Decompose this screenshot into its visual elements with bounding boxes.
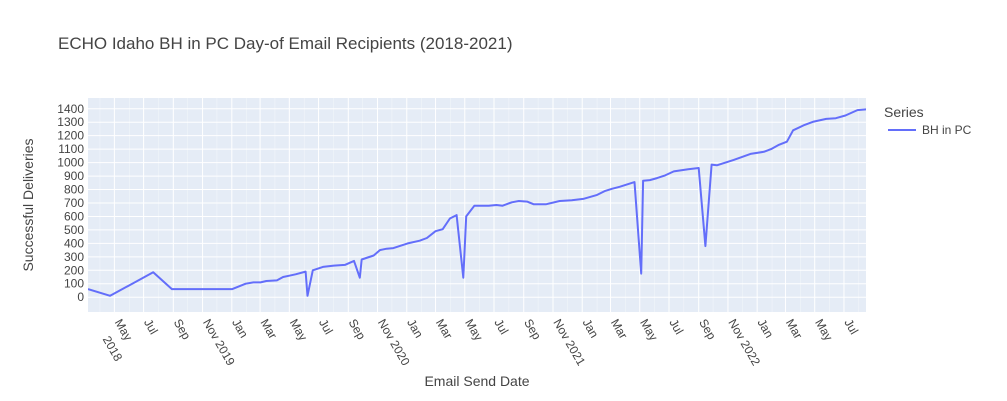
x-tick-label: Mar (783, 317, 805, 342)
y-tick-label: 1100 (58, 142, 84, 156)
y-tick-label: 0 (77, 290, 84, 304)
gridlines (88, 98, 866, 312)
x-tick-label: Jul (841, 317, 861, 337)
y-tick-label: 1200 (57, 129, 84, 143)
x-tick-label: May (812, 317, 835, 344)
y-tick-label: 400 (64, 236, 84, 250)
series-line (88, 108, 866, 297)
y-tick-label: 100 (64, 277, 84, 291)
y-tick-label: 600 (64, 209, 84, 223)
series-lines (88, 108, 866, 297)
y-tick-label: 800 (64, 183, 84, 197)
x-tick-label: Jan (229, 317, 251, 341)
y-tick-label: 300 (64, 250, 84, 264)
x-tick-label: Jul (491, 317, 511, 337)
x-tick-label: Jul (316, 317, 336, 337)
x-tick-label: Jan (404, 317, 426, 341)
x-tick-label: Sep (171, 317, 194, 343)
x-tick-label: Mar (257, 317, 279, 342)
x-tick-label: Jan (580, 317, 602, 341)
x-tick-label: May (287, 317, 310, 344)
x-tick-label: May (462, 317, 485, 344)
x-tick-label: Jul (666, 317, 686, 337)
x-tick-label: Sep (521, 317, 544, 343)
chart-title: ECHO Idaho BH in PC Day-of Email Recipie… (58, 34, 512, 53)
legend-title: Series (884, 104, 924, 120)
x-tick-label: Sep (346, 317, 369, 343)
y-tick-label: 900 (64, 169, 84, 183)
x-tick-label: May (637, 317, 660, 344)
x-tick-label: Mar (433, 317, 455, 342)
x-tick-label: Mar (608, 317, 630, 342)
legend: Series BH in PC (884, 104, 972, 137)
y-tick-label: 500 (64, 223, 84, 237)
x-tick-label: Jan (755, 317, 777, 341)
x-tick-label: Jul (141, 317, 161, 337)
x-axis-title: Email Send Date (424, 373, 529, 389)
y-tick-label: 200 (64, 263, 84, 277)
y-tick-label: 700 (64, 196, 84, 210)
y-tick-label: 1000 (57, 156, 84, 170)
y-tick-label: 1300 (57, 115, 84, 129)
y-axis-title: Successful Deliveries (20, 138, 36, 271)
legend-item-label[interactable]: BH in PC (922, 123, 972, 137)
y-tick-label: 1400 (57, 102, 84, 116)
y-axis-ticks: 0100200300400500600700800900100011001200… (57, 102, 84, 304)
x-tick-label: Sep (696, 317, 719, 343)
